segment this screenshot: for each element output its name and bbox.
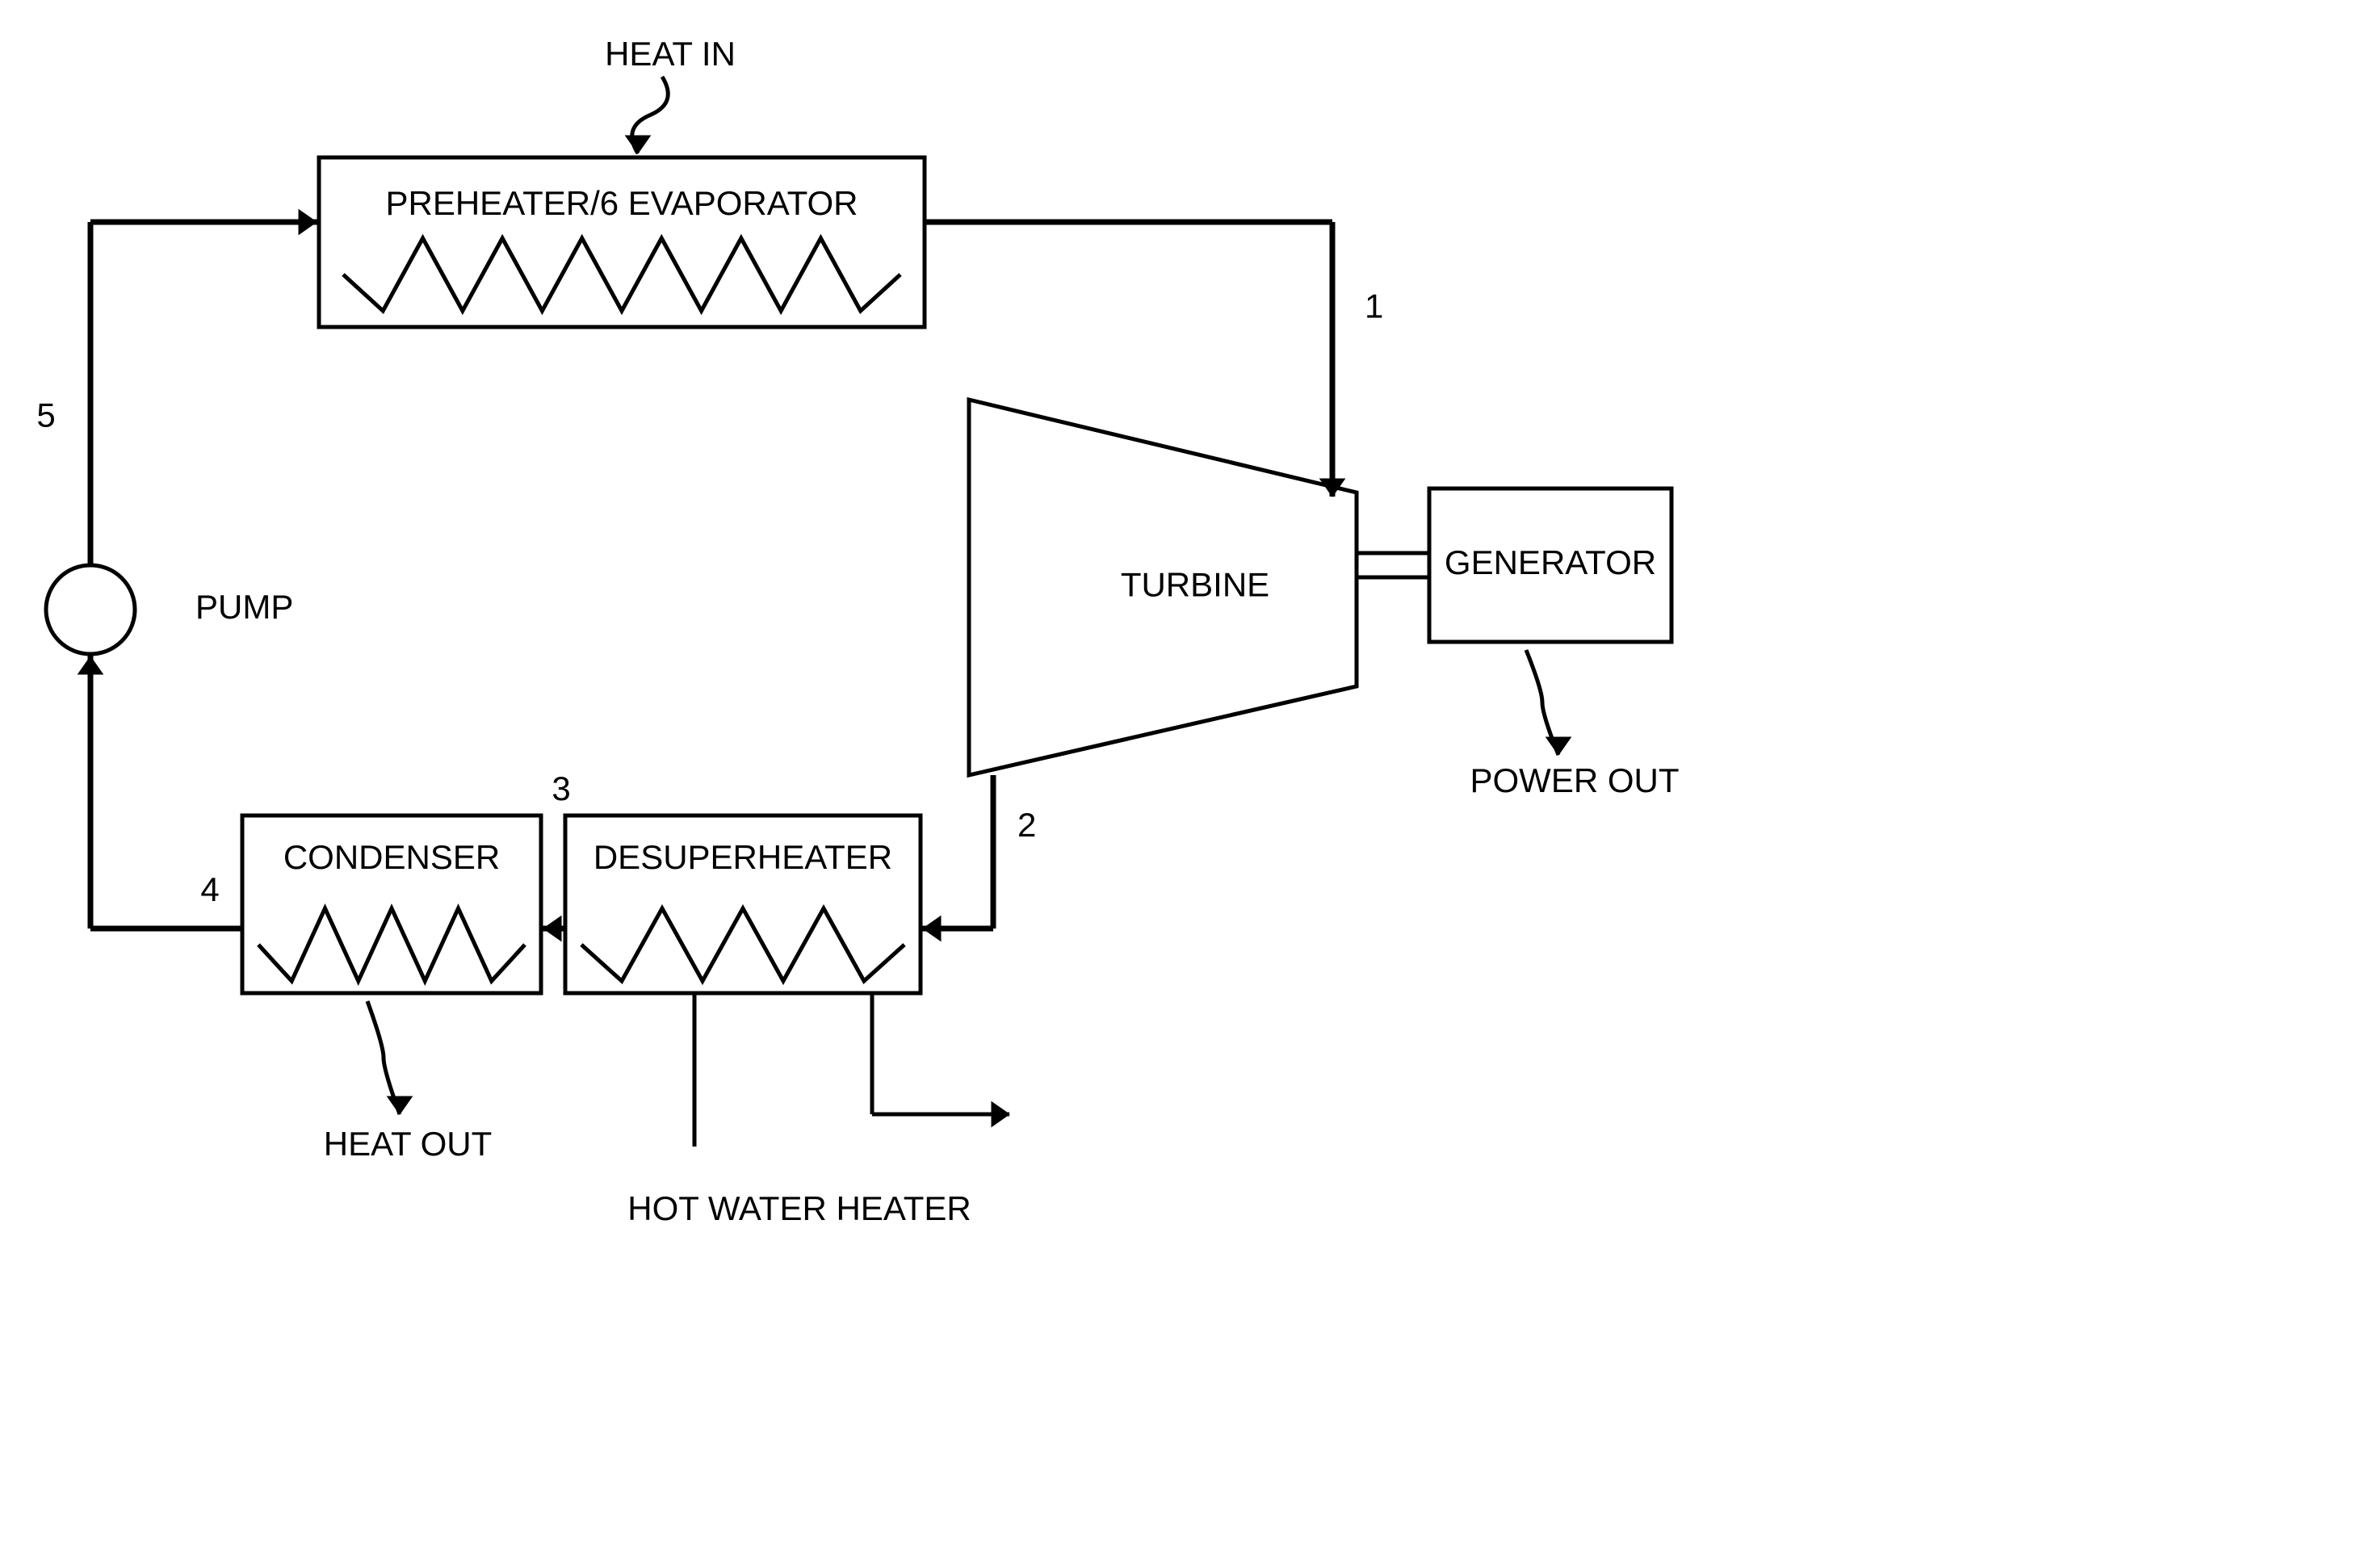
pump-label: PUMP <box>195 588 293 626</box>
turbine-label: TURBINE <box>1121 566 1269 604</box>
flow-4-arrow <box>78 656 103 674</box>
power-out-label: POWER OUT <box>1470 761 1680 799</box>
preheater-label: PREHEATER/6 EVAPORATOR <box>385 184 858 222</box>
heat-in-label: HEAT IN <box>605 35 736 73</box>
condenser-coil <box>258 908 525 981</box>
hot-water-arrow <box>992 1102 1009 1127</box>
state-5: 5 <box>36 396 55 434</box>
preheater-coil <box>343 238 900 311</box>
state-4: 4 <box>200 870 219 908</box>
hot-water-heater-label: HOT WATER HEATER <box>627 1189 971 1227</box>
state-2: 2 <box>1017 806 1036 844</box>
power-out-leader-arrow <box>1546 737 1571 755</box>
heat-out-label: HEAT OUT <box>324 1125 492 1163</box>
heat-in-leader-arrow <box>626 136 651 153</box>
heat-out-leader-arrow <box>388 1096 413 1114</box>
flow-3-arrow <box>543 916 561 941</box>
generator-label: GENERATOR <box>1445 543 1656 581</box>
preheater-box <box>319 157 925 327</box>
flow-2-arrow <box>923 916 941 941</box>
desuperheater-coil <box>581 908 904 981</box>
desuperheater-label: DESUPERHEATER <box>593 838 892 876</box>
state-1: 1 <box>1365 287 1383 325</box>
flow-5-arrow <box>299 210 317 235</box>
pump-circle <box>46 565 135 654</box>
condenser-label: CONDENSER <box>283 838 500 876</box>
state-3: 3 <box>552 769 570 807</box>
